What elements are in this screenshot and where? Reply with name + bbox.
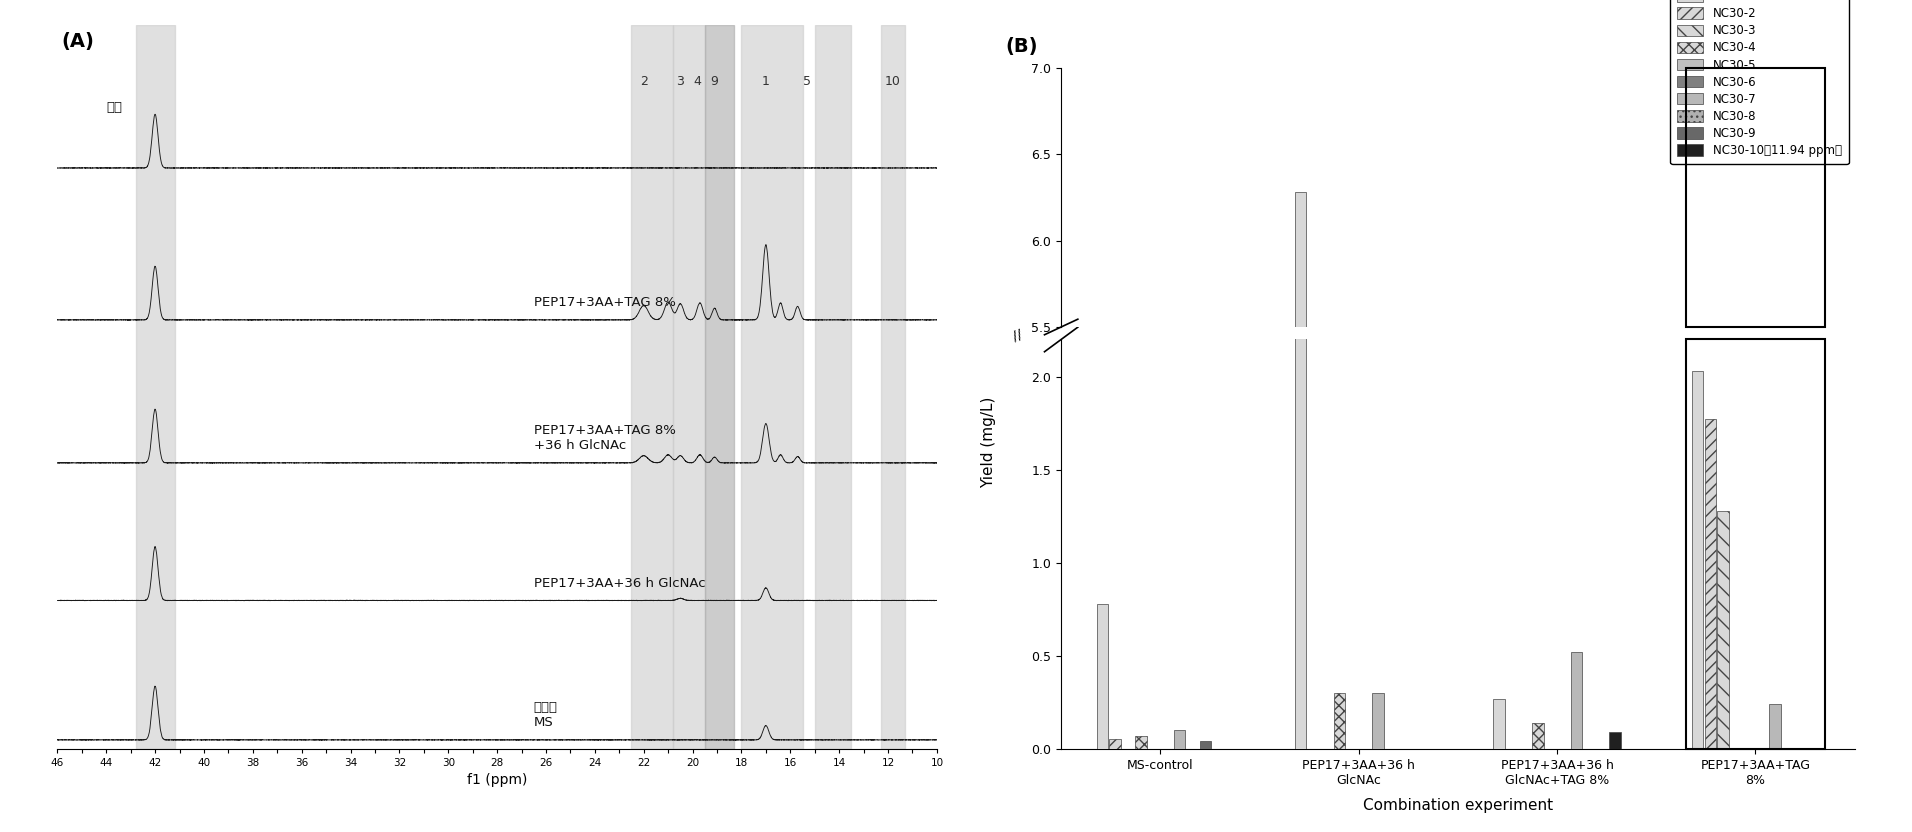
- Text: 对照组
MS: 对照组 MS: [533, 701, 558, 729]
- Bar: [1136, 735, 1147, 749]
- Bar: [1704, 419, 1717, 749]
- Text: 3: 3: [677, 75, 684, 87]
- X-axis label: Combination experiment: Combination experiment: [1363, 798, 1553, 813]
- Bar: [1109, 740, 1120, 749]
- Text: 9: 9: [711, 75, 719, 87]
- Text: 内标: 内标: [107, 102, 122, 114]
- Bar: [631, 25, 673, 749]
- Text: 10: 10: [885, 75, 901, 87]
- Bar: [1493, 699, 1505, 749]
- Text: PEP17+3AA+TAG 8%: PEP17+3AA+TAG 8%: [533, 296, 675, 310]
- Bar: [1692, 371, 1704, 749]
- Bar: [1373, 693, 1384, 749]
- Bar: [881, 25, 904, 749]
- Bar: [706, 25, 734, 749]
- Bar: [1610, 732, 1621, 749]
- Text: 4: 4: [694, 75, 702, 87]
- Text: (A): (A): [61, 32, 94, 52]
- Text: Yield (mg/L): Yield (mg/L): [981, 397, 996, 488]
- Text: 1: 1: [761, 75, 771, 87]
- Text: (B): (B): [1006, 37, 1038, 56]
- Bar: [1174, 730, 1185, 749]
- Legend: NC30-1, NC30-2, NC30-3, NC30-4, NC30-5, NC30-6, NC30-7, NC30-8, NC30-9, NC30-10（: NC30-1, NC30-2, NC30-3, NC30-4, NC30-5, …: [1671, 0, 1849, 164]
- Text: 5: 5: [803, 75, 811, 87]
- Bar: [1686, 339, 1826, 749]
- Bar: [1333, 693, 1346, 749]
- Bar: [1294, 0, 1306, 749]
- Text: PEP17+3AA+36 h GlcNAc: PEP17+3AA+36 h GlcNAc: [533, 577, 706, 590]
- Bar: [1717, 511, 1728, 749]
- Bar: [1769, 704, 1780, 749]
- Text: PEP17+3AA+TAG 8%
+36 h GlcNAc: PEP17+3AA+TAG 8% +36 h GlcNAc: [533, 424, 675, 452]
- Bar: [815, 25, 851, 749]
- Bar: [673, 25, 706, 749]
- Bar: [1532, 723, 1543, 749]
- Bar: [1294, 192, 1306, 832]
- Text: 2: 2: [641, 75, 648, 87]
- Bar: [1570, 652, 1583, 749]
- X-axis label: f1 (ppm): f1 (ppm): [467, 774, 528, 787]
- Bar: [1199, 741, 1212, 749]
- Bar: [1096, 604, 1109, 749]
- Text: //: //: [1011, 327, 1025, 344]
- Bar: [1686, 67, 1826, 327]
- Bar: [136, 25, 174, 749]
- Bar: [742, 25, 803, 749]
